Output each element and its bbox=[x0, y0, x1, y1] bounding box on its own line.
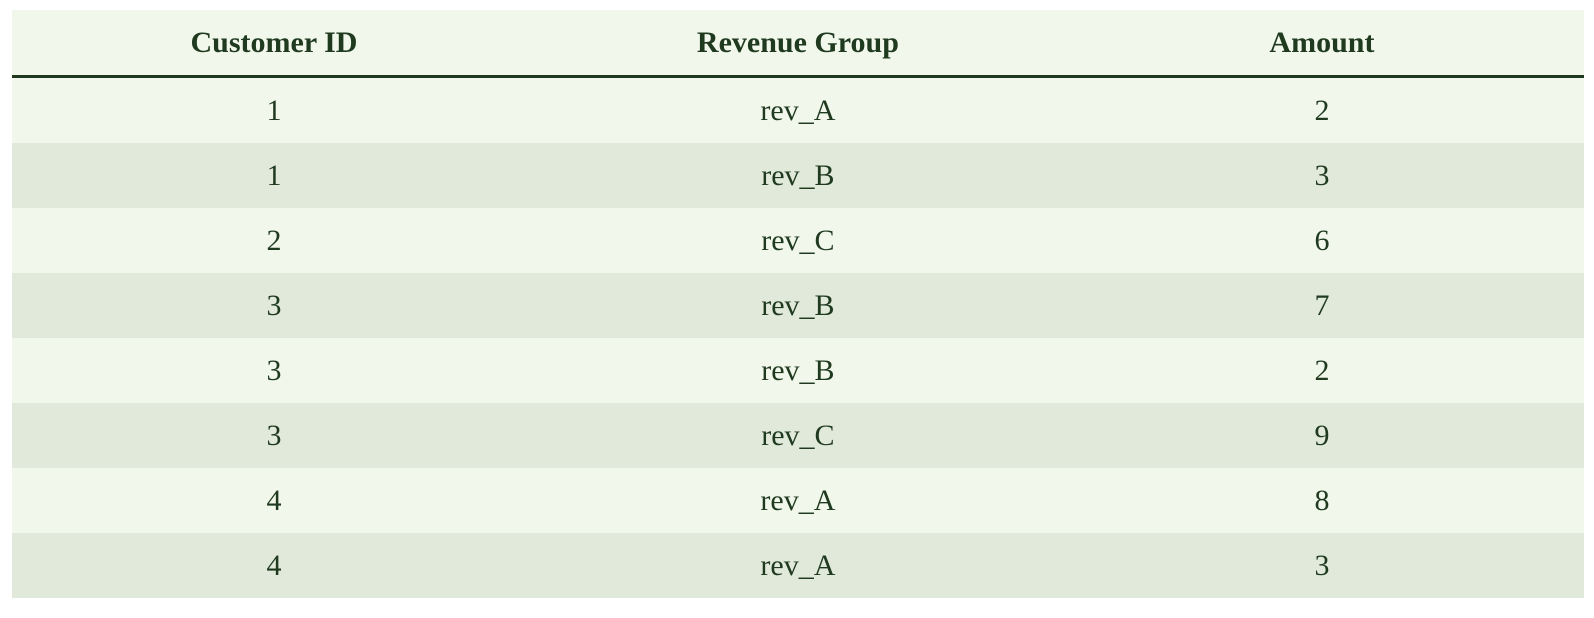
cell-amount: 2 bbox=[1059, 338, 1584, 403]
table-row: 3 rev_C 9 bbox=[12, 403, 1584, 468]
cell-amount: 2 bbox=[1059, 76, 1584, 143]
cell-amount: 8 bbox=[1059, 468, 1584, 533]
table-body: 1 rev_A 2 1 rev_B 3 2 rev_C 6 3 rev_B 7 … bbox=[12, 76, 1584, 598]
table-row: 4 rev_A 3 bbox=[12, 533, 1584, 598]
cell-revenue-group: rev_B bbox=[535, 143, 1060, 208]
cell-revenue-group: rev_A bbox=[535, 76, 1060, 143]
header-revenue-group: Revenue Group bbox=[535, 10, 1060, 78]
cell-customer-id: 1 bbox=[12, 143, 536, 208]
revenue-table: Customer ID Revenue Group Amount 1 rev_A… bbox=[12, 10, 1584, 598]
cell-revenue-group: rev_C bbox=[535, 403, 1060, 468]
table-row: 1 rev_B 3 bbox=[12, 143, 1584, 208]
cell-customer-id: 3 bbox=[12, 273, 536, 338]
cell-amount: 7 bbox=[1059, 273, 1584, 338]
cell-revenue-group: rev_A bbox=[535, 533, 1060, 598]
cell-revenue-group: rev_C bbox=[535, 208, 1060, 273]
cell-amount: 3 bbox=[1059, 533, 1584, 598]
data-table-container: Customer ID Revenue Group Amount 1 rev_A… bbox=[12, 10, 1584, 598]
cell-customer-id: 4 bbox=[12, 468, 536, 533]
cell-customer-id: 4 bbox=[12, 533, 536, 598]
table-row: 3 rev_B 7 bbox=[12, 273, 1584, 338]
table-row: 4 rev_A 8 bbox=[12, 468, 1584, 533]
cell-customer-id: 2 bbox=[12, 208, 536, 273]
cell-amount: 9 bbox=[1059, 403, 1584, 468]
cell-revenue-group: rev_A bbox=[535, 468, 1060, 533]
cell-amount: 3 bbox=[1059, 143, 1584, 208]
header-amount: Amount bbox=[1059, 10, 1584, 78]
cell-amount: 6 bbox=[1059, 208, 1584, 273]
header-row: Customer ID Revenue Group Amount bbox=[12, 10, 1584, 78]
cell-customer-id: 3 bbox=[12, 338, 536, 403]
header-customer-id: Customer ID bbox=[12, 10, 536, 78]
table-row: 3 rev_B 2 bbox=[12, 338, 1584, 403]
cell-revenue-group: rev_B bbox=[535, 273, 1060, 338]
cell-customer-id: 3 bbox=[12, 403, 536, 468]
cell-customer-id: 1 bbox=[12, 76, 536, 143]
table-header: Customer ID Revenue Group Amount bbox=[12, 10, 1584, 78]
cell-revenue-group: rev_B bbox=[535, 338, 1060, 403]
table-row: 1 rev_A 2 bbox=[12, 76, 1584, 143]
table-row: 2 rev_C 6 bbox=[12, 208, 1584, 273]
